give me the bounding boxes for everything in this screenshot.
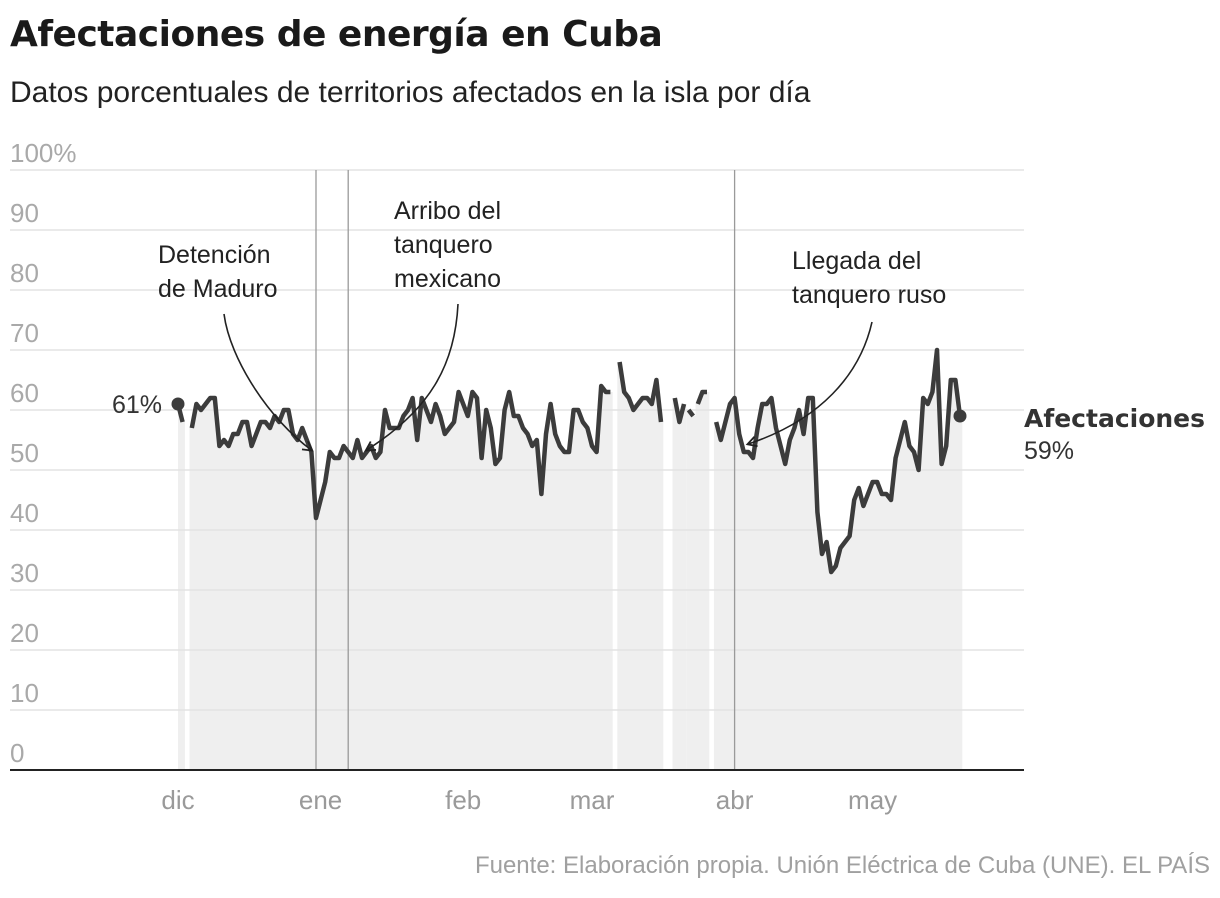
annotation-text: Arribo del tanquero mexicano	[394, 197, 501, 293]
annotations: Detención de Maduro Arribo del tanquero mexi…	[158, 197, 946, 452]
annotation-arrow	[745, 321, 873, 448]
area-fill	[189, 386, 613, 770]
y-tick-label: 10	[10, 678, 39, 708]
series-line-group	[175, 347, 963, 575]
series-line-segment	[672, 397, 687, 425]
y-tick-label: 0	[10, 738, 24, 768]
chart-title: Afectaciones de energía en Cuba	[10, 14, 663, 55]
y-axis-ticks: 0 10 20 30 40 50 60 70 80 90 100%	[10, 138, 77, 768]
y-tick-label: 100%	[10, 138, 77, 168]
y-tick-label: 50	[10, 438, 39, 468]
series-line-segment	[617, 361, 664, 423]
x-axis-ticks: dic ene feb mar abr may	[161, 785, 897, 815]
endpoint-labels: 61% Afectaciones 59%	[112, 391, 1205, 465]
y-tick-label: 40	[10, 498, 39, 528]
annotation-line: de Maduro	[158, 275, 278, 303]
annotation-arrow	[364, 303, 459, 452]
series-line-segment	[714, 347, 963, 575]
source-note: Fuente: Elaboración propia. Unión Eléctr…	[474, 852, 1210, 879]
area-fill	[617, 362, 664, 770]
y-tick-label: 80	[10, 258, 39, 288]
annotation-line: Arribo del	[394, 197, 501, 225]
start-point	[171, 397, 185, 411]
annotation-line: tanquero ruso	[792, 281, 946, 309]
area-fill	[178, 404, 185, 770]
y-tick-label: 90	[10, 198, 39, 228]
area-fill	[672, 398, 687, 770]
annotation-text: Detención de Maduro	[158, 241, 278, 303]
start-value-label: 61%	[112, 391, 162, 419]
event-lines	[315, 170, 736, 770]
x-tick-label: mar	[570, 785, 615, 815]
y-tick-label: 60	[10, 378, 39, 408]
gridlines	[10, 169, 1024, 711]
y-tick-label: 70	[10, 318, 39, 348]
annotation-line: mexicano	[394, 265, 501, 293]
end-point	[953, 409, 967, 423]
end-value-label: 59%	[1024, 437, 1074, 465]
annotation-line: tanquero	[394, 231, 493, 259]
annotation-arrow	[223, 313, 314, 452]
annotation-text: Llegada del tanquero ruso	[792, 247, 946, 309]
area-fill	[695, 392, 710, 770]
annotation-line: Detención	[158, 241, 271, 269]
x-tick-label: dic	[161, 785, 194, 815]
y-tick-label: 20	[10, 618, 39, 648]
series-line-segment	[695, 389, 707, 405]
series-line-segment	[189, 383, 611, 521]
area-fill-group	[178, 350, 963, 770]
annotation-line: Llegada del	[792, 247, 921, 275]
y-tick-label: 30	[10, 558, 39, 588]
x-tick-label: may	[848, 785, 897, 815]
x-tick-label: feb	[445, 785, 481, 815]
x-tick-label: abr	[716, 785, 754, 815]
x-tick-label: ene	[299, 785, 342, 815]
chart-subtitle: Datos porcentuales de territorios afecta…	[10, 76, 811, 109]
series-name-label: Afectaciones	[1024, 404, 1205, 433]
series-line-segment	[686, 408, 695, 418]
